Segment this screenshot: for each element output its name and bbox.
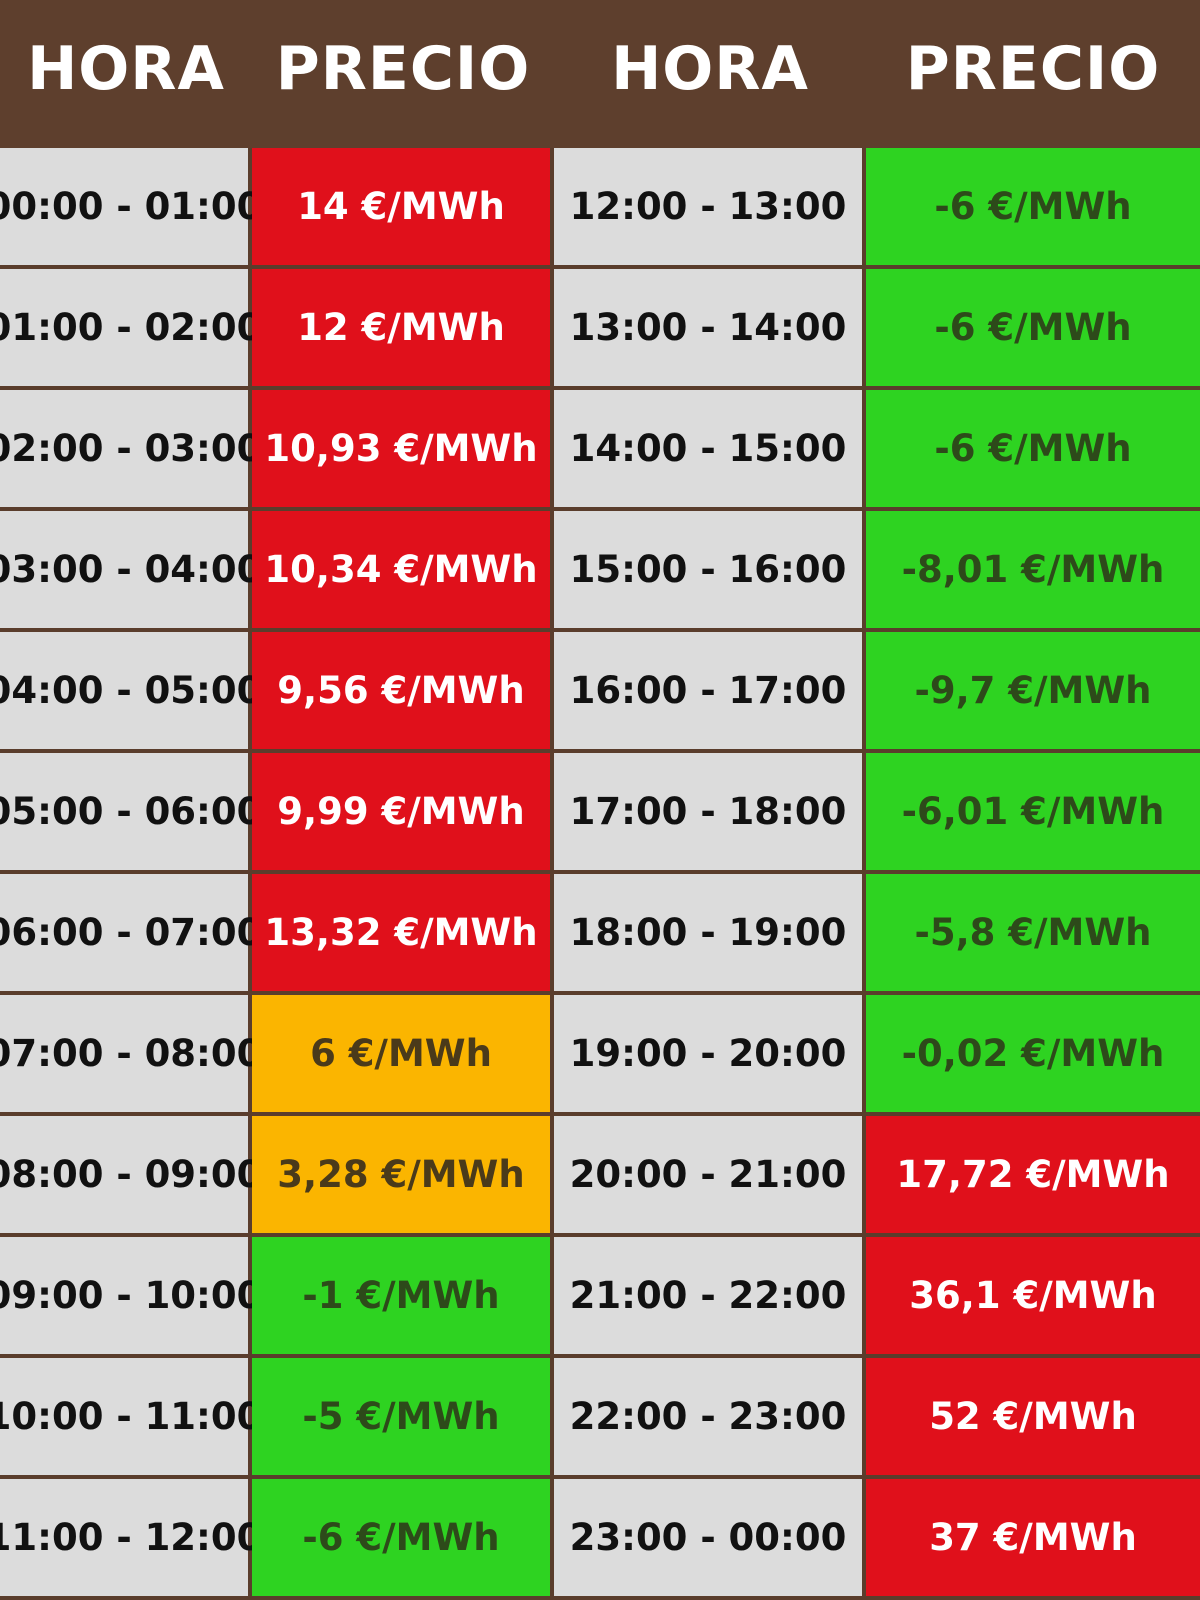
header-precio-right: PRECIO <box>905 34 1161 104</box>
hour-cell: 19:00 - 20:00 <box>554 995 862 1112</box>
hour-cell: 11:00 - 12:00 <box>0 1479 262 1596</box>
price-cell: 37 €/MWh <box>866 1479 1200 1596</box>
hour-cell: 16:00 - 17:00 <box>554 632 862 749</box>
hour-cell: 18:00 - 19:00 <box>554 874 862 991</box>
price-cell: 36,1 €/MWh <box>866 1237 1200 1354</box>
price-cell: 10,34 €/MWh <box>252 511 550 628</box>
price-cell: -6 €/MWh <box>252 1479 550 1596</box>
hour-cell: 20:00 - 21:00 <box>554 1116 862 1233</box>
hour-cell: 02:00 - 03:00 <box>0 390 262 507</box>
price-cell: -6,01 €/MWh <box>866 753 1200 870</box>
price-cell: 9,56 €/MWh <box>252 632 550 749</box>
hour-cell: 06:00 - 07:00 <box>0 874 262 991</box>
price-cell: -6 €/MWh <box>866 390 1200 507</box>
hour-cell: 08:00 - 09:00 <box>0 1116 262 1233</box>
price-cell: 12 €/MWh <box>252 269 550 386</box>
price-cell: 6 €/MWh <box>252 995 550 1112</box>
price-cell: -1 €/MWh <box>252 1237 550 1354</box>
hour-cell: 01:00 - 02:00 <box>0 269 262 386</box>
price-cell: -5,8 €/MWh <box>866 874 1200 991</box>
table-header: HORA PRECIO HORA PRECIO <box>0 0 1200 148</box>
hour-cell: 05:00 - 06:00 <box>0 753 262 870</box>
header-precio-left: PRECIO <box>275 34 531 104</box>
price-cell: -6 €/MWh <box>866 148 1200 265</box>
hour-cell: 10:00 - 11:00 <box>0 1358 262 1475</box>
header-hora-right: HORA <box>611 34 809 104</box>
price-cell: -0,02 €/MWh <box>866 995 1200 1112</box>
hour-cell: 22:00 - 23:00 <box>554 1358 862 1475</box>
price-cell: 17,72 €/MWh <box>866 1116 1200 1233</box>
hour-cell: 23:00 - 00:00 <box>554 1479 862 1596</box>
hour-cell: 09:00 - 10:00 <box>0 1237 262 1354</box>
price-table: 00:00 - 01:00 14 €/MWh 12:00 - 13:00 -6 €/M… <box>0 148 1200 1600</box>
price-cell: -9,7 €/MWh <box>866 632 1200 749</box>
hour-cell: 04:00 - 05:00 <box>0 632 262 749</box>
hour-cell: 03:00 - 04:00 <box>0 511 262 628</box>
header-hora-left: HORA <box>27 34 225 104</box>
price-cell: -8,01 €/MWh <box>866 511 1200 628</box>
price-cell: 3,28 €/MWh <box>252 1116 550 1233</box>
price-cell: 10,93 €/MWh <box>252 390 550 507</box>
hour-cell: 13:00 - 14:00 <box>554 269 862 386</box>
price-cell: -5 €/MWh <box>252 1358 550 1475</box>
hour-cell: 12:00 - 13:00 <box>554 148 862 265</box>
hour-cell: 14:00 - 15:00 <box>554 390 862 507</box>
hour-cell: 00:00 - 01:00 <box>0 148 262 265</box>
price-cell: -6 €/MWh <box>866 269 1200 386</box>
price-cell: 14 €/MWh <box>252 148 550 265</box>
hour-cell: 07:00 - 08:00 <box>0 995 262 1112</box>
price-cell: 13,32 €/MWh <box>252 874 550 991</box>
hour-cell: 17:00 - 18:00 <box>554 753 862 870</box>
hour-cell: 15:00 - 16:00 <box>554 511 862 628</box>
hour-cell: 21:00 - 22:00 <box>554 1237 862 1354</box>
price-cell: 52 €/MWh <box>866 1358 1200 1475</box>
price-cell: 9,99 €/MWh <box>252 753 550 870</box>
